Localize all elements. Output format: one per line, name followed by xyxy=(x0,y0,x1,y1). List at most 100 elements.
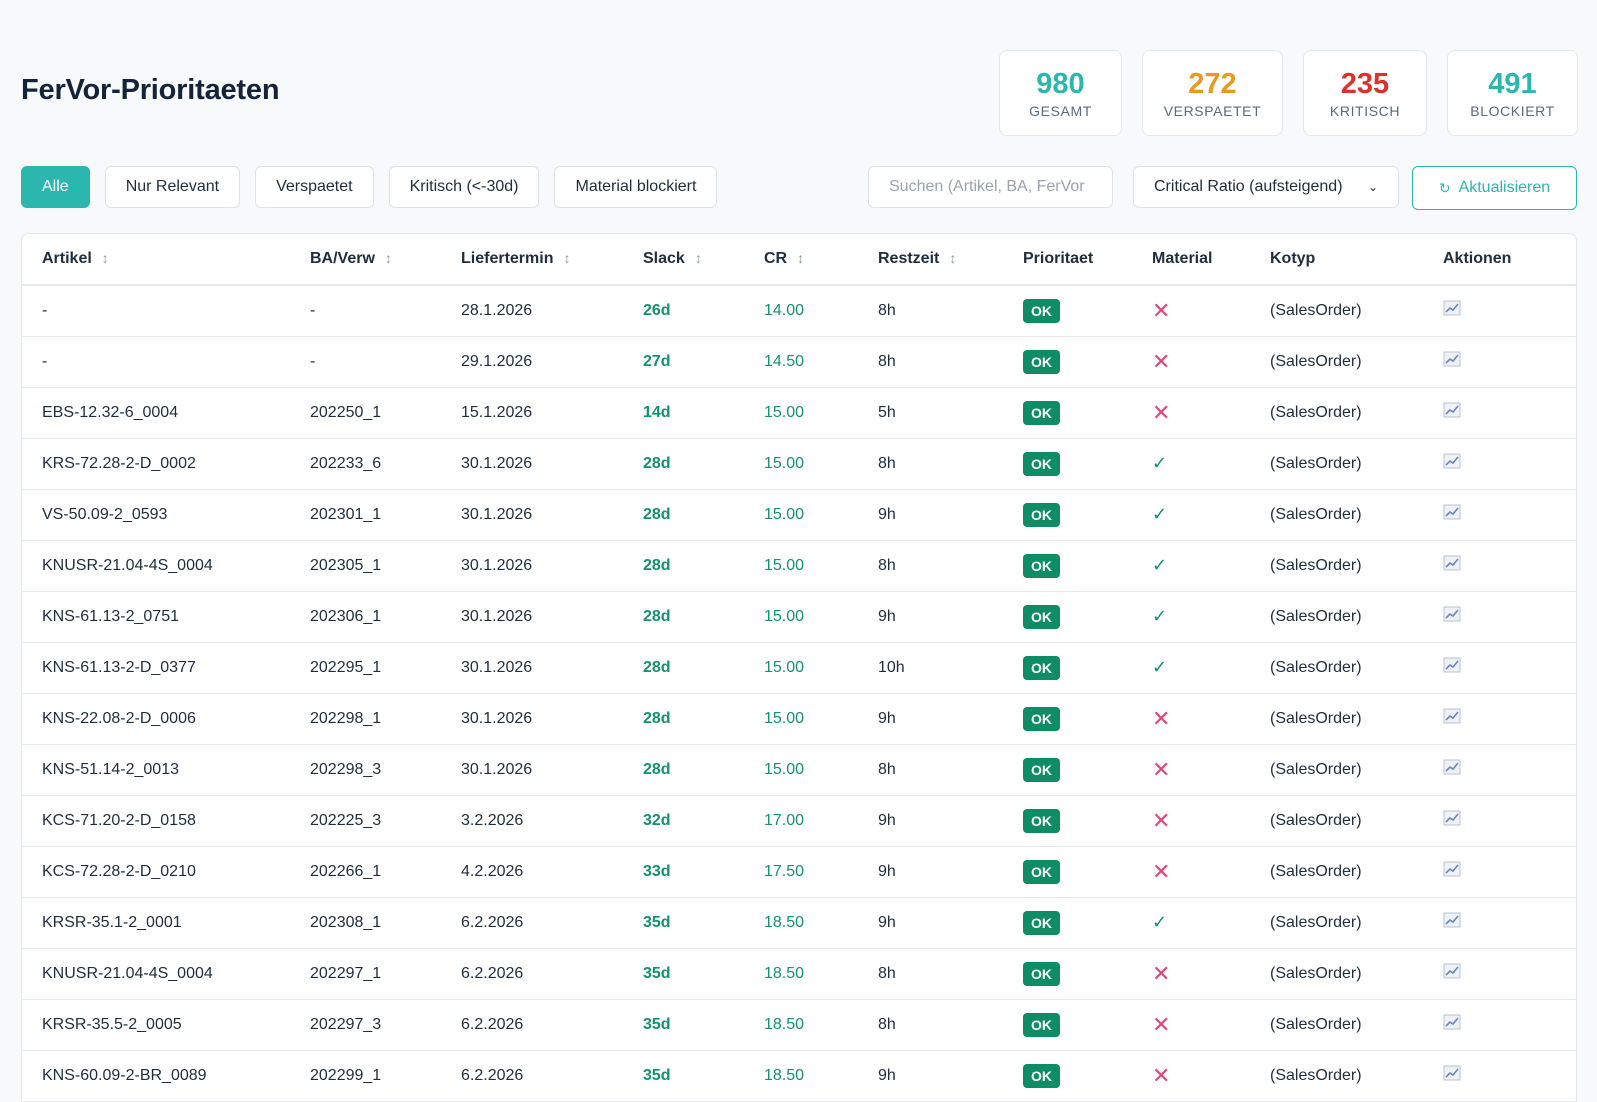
cell-material: ✕ xyxy=(1132,285,1250,336)
check-icon: ✓ xyxy=(1152,606,1168,626)
cell-cr: 14.00 xyxy=(764,301,805,319)
column-header-ba-verw[interactable]: BA/Verw ↕ xyxy=(290,234,441,285)
table-row[interactable]: KNS-61.13-2-D_0377 202295_1 30.1.2026 28d 15… xyxy=(22,642,1576,693)
cell-ba-verw: 202301_1 xyxy=(310,505,382,523)
column-header-slack[interactable]: Slack ↕ xyxy=(623,234,744,285)
refresh-button[interactable]: ↻ Aktualisieren xyxy=(1412,166,1577,210)
cell-ba-verw: 202306_1 xyxy=(310,607,382,625)
cell-liefertermin: 30.1.2026 xyxy=(461,556,533,574)
filter-kritisch-button[interactable]: Kritisch (<-30d) xyxy=(388,166,540,208)
cell-aktionen xyxy=(1423,285,1576,336)
cell-material: ✓ xyxy=(1132,897,1250,948)
cell-aktionen xyxy=(1423,846,1576,897)
chart-icon[interactable] xyxy=(1443,504,1461,520)
cell-restzeit: 8h xyxy=(878,301,896,319)
column-header-liefertermin[interactable]: Liefertermin ↕ xyxy=(441,234,623,285)
column-header-label: BA/Verw xyxy=(310,250,375,267)
check-icon: ✓ xyxy=(1152,912,1168,932)
sort-icon[interactable]: ↕ xyxy=(563,250,571,266)
cell-restzeit: 9h xyxy=(878,811,896,829)
cell-liefertermin: 30.1.2026 xyxy=(461,505,533,523)
sort-icon[interactable]: ↕ xyxy=(797,250,805,266)
status-badge: OK xyxy=(1023,1012,1060,1037)
table-header-row: Artikel ↕ BA/Verw ↕ Liefertermin ↕ Slack ↕ CR ↕ Re… xyxy=(22,234,1576,285)
table-row[interactable]: EBS-12.32-6_0004 202250_1 15.1.2026 14d 15.0… xyxy=(22,387,1576,438)
cell-aktionen xyxy=(1423,999,1576,1050)
table-row[interactable]: - - 29.1.2026 27d 14.50 8h OK ✕ (SalesOrder) xyxy=(22,336,1576,387)
cell-material: ✕ xyxy=(1132,795,1250,846)
chart-icon[interactable] xyxy=(1443,300,1461,316)
table-row[interactable]: KCS-71.20-2-D_0158 202225_3 3.2.2026 32d 17.… xyxy=(22,795,1576,846)
cell-liefertermin: 30.1.2026 xyxy=(461,760,533,778)
cell-kotyp: (SalesOrder) xyxy=(1270,607,1362,625)
chart-icon[interactable] xyxy=(1443,453,1461,469)
sort-select[interactable]: Critical Ratio (aufsteigend) ⌄ xyxy=(1133,166,1399,208)
cell-artikel: KNS-61.13-2_0751 xyxy=(42,607,179,625)
column-header-artikel[interactable]: Artikel ↕ xyxy=(22,234,290,285)
table-row[interactable]: KNUSR-21.04-4S_0004 202297_1 6.2.2026 35d 18… xyxy=(22,948,1576,999)
chart-icon[interactable] xyxy=(1443,1065,1461,1081)
filter-alle-button[interactable]: Alle xyxy=(21,166,90,208)
table-row[interactable]: KNS-22.08-2-D_0006 202298_1 30.1.2026 28d 15… xyxy=(22,693,1576,744)
table-row[interactable]: KRSR-35.5-2_0005 202297_3 6.2.2026 35d 18.50… xyxy=(22,999,1576,1050)
chart-icon[interactable] xyxy=(1443,912,1461,928)
sort-icon[interactable]: ↕ xyxy=(949,250,957,266)
table-row[interactable]: VS-50.09-2_0593 202301_1 30.1.2026 28d 15.00… xyxy=(22,489,1576,540)
table-row[interactable]: - - 28.1.2026 26d 14.00 8h OK ✕ (SalesOrder) xyxy=(22,285,1576,336)
cell-material: ✕ xyxy=(1132,1050,1250,1101)
cell-aktionen xyxy=(1423,438,1576,489)
cell-material: ✕ xyxy=(1132,744,1250,795)
chart-icon[interactable] xyxy=(1443,555,1461,571)
filter-material-blockiert-button[interactable]: Material blockiert xyxy=(554,166,718,208)
filter-verspaetet-button[interactable]: Verspaetet xyxy=(255,166,374,208)
table-row[interactable]: KRS-72.28-2-D_0002 202233_6 30.1.2026 28d 15… xyxy=(22,438,1576,489)
status-badge: OK xyxy=(1023,1063,1060,1088)
filter-bar: Alle Nur Relevant Verspaetet Kritisch (<… xyxy=(21,166,718,208)
chart-icon[interactable] xyxy=(1443,708,1461,724)
cell-prioritaet: OK xyxy=(1003,642,1132,693)
column-header-label: Kotyp xyxy=(1270,250,1316,267)
cell-artikel: EBS-12.32-6_0004 xyxy=(42,403,179,421)
column-header-cr[interactable]: CR ↕ xyxy=(744,234,858,285)
cell-aktionen xyxy=(1423,591,1576,642)
cell-artikel: - xyxy=(42,352,48,370)
sort-icon[interactable]: ↕ xyxy=(101,250,109,266)
sort-icon[interactable]: ↕ xyxy=(384,250,392,266)
cross-icon: ✕ xyxy=(1152,807,1171,833)
chart-icon[interactable] xyxy=(1443,402,1461,418)
cell-material: ✕ xyxy=(1132,387,1250,438)
cell-artikel: KNUSR-21.04-4S_0004 xyxy=(42,556,213,574)
stat-card-gesamt: 980 GESAMT xyxy=(999,50,1122,136)
cell-aktionen xyxy=(1423,642,1576,693)
chart-icon[interactable] xyxy=(1443,810,1461,826)
table-row[interactable]: KNUSR-21.04-4S_0004 202305_1 30.1.2026 28d 1… xyxy=(22,540,1576,591)
column-header-prioritaet: Prioritaet xyxy=(1003,234,1132,285)
cell-ba-verw: 202250_1 xyxy=(310,403,382,421)
check-icon: ✓ xyxy=(1152,504,1168,524)
table-row[interactable]: KNS-51.14-2_0013 202298_3 30.1.2026 28d 15.0… xyxy=(22,744,1576,795)
cell-aktionen xyxy=(1423,1050,1576,1101)
cell-cr: 15.00 xyxy=(764,403,805,421)
cell-material: ✓ xyxy=(1132,642,1250,693)
table-row[interactable]: KCS-72.28-2-D_0210 202266_1 4.2.2026 33d 17.… xyxy=(22,846,1576,897)
cell-aktionen xyxy=(1423,489,1576,540)
table-row[interactable]: KNS-61.13-2_0751 202306_1 30.1.2026 28d 15.0… xyxy=(22,591,1576,642)
column-header-restzeit[interactable]: Restzeit ↕ xyxy=(858,234,1003,285)
cell-liefertermin: 6.2.2026 xyxy=(461,913,524,931)
chart-icon[interactable] xyxy=(1443,606,1461,622)
chart-icon[interactable] xyxy=(1443,861,1461,877)
chart-icon[interactable] xyxy=(1443,351,1461,367)
chart-icon[interactable] xyxy=(1443,1014,1461,1030)
table-row[interactable]: KRSR-35.1-2_0001 202308_1 6.2.2026 35d 18.50… xyxy=(22,897,1576,948)
cell-kotyp: (SalesOrder) xyxy=(1270,403,1362,421)
search-input[interactable] xyxy=(868,166,1113,208)
cell-liefertermin: 15.1.2026 xyxy=(461,403,533,421)
chart-icon[interactable] xyxy=(1443,657,1461,673)
chart-icon[interactable] xyxy=(1443,759,1461,775)
page-title: FerVor-Prioritaeten xyxy=(21,74,280,106)
sort-icon[interactable]: ↕ xyxy=(694,250,702,266)
table-row[interactable]: KNS-60.09-2-BR_0089 202299_1 6.2.2026 35d 18… xyxy=(22,1050,1576,1101)
chart-icon[interactable] xyxy=(1443,963,1461,979)
cell-aktionen xyxy=(1423,387,1576,438)
filter-nur-relevant-button[interactable]: Nur Relevant xyxy=(104,166,241,208)
